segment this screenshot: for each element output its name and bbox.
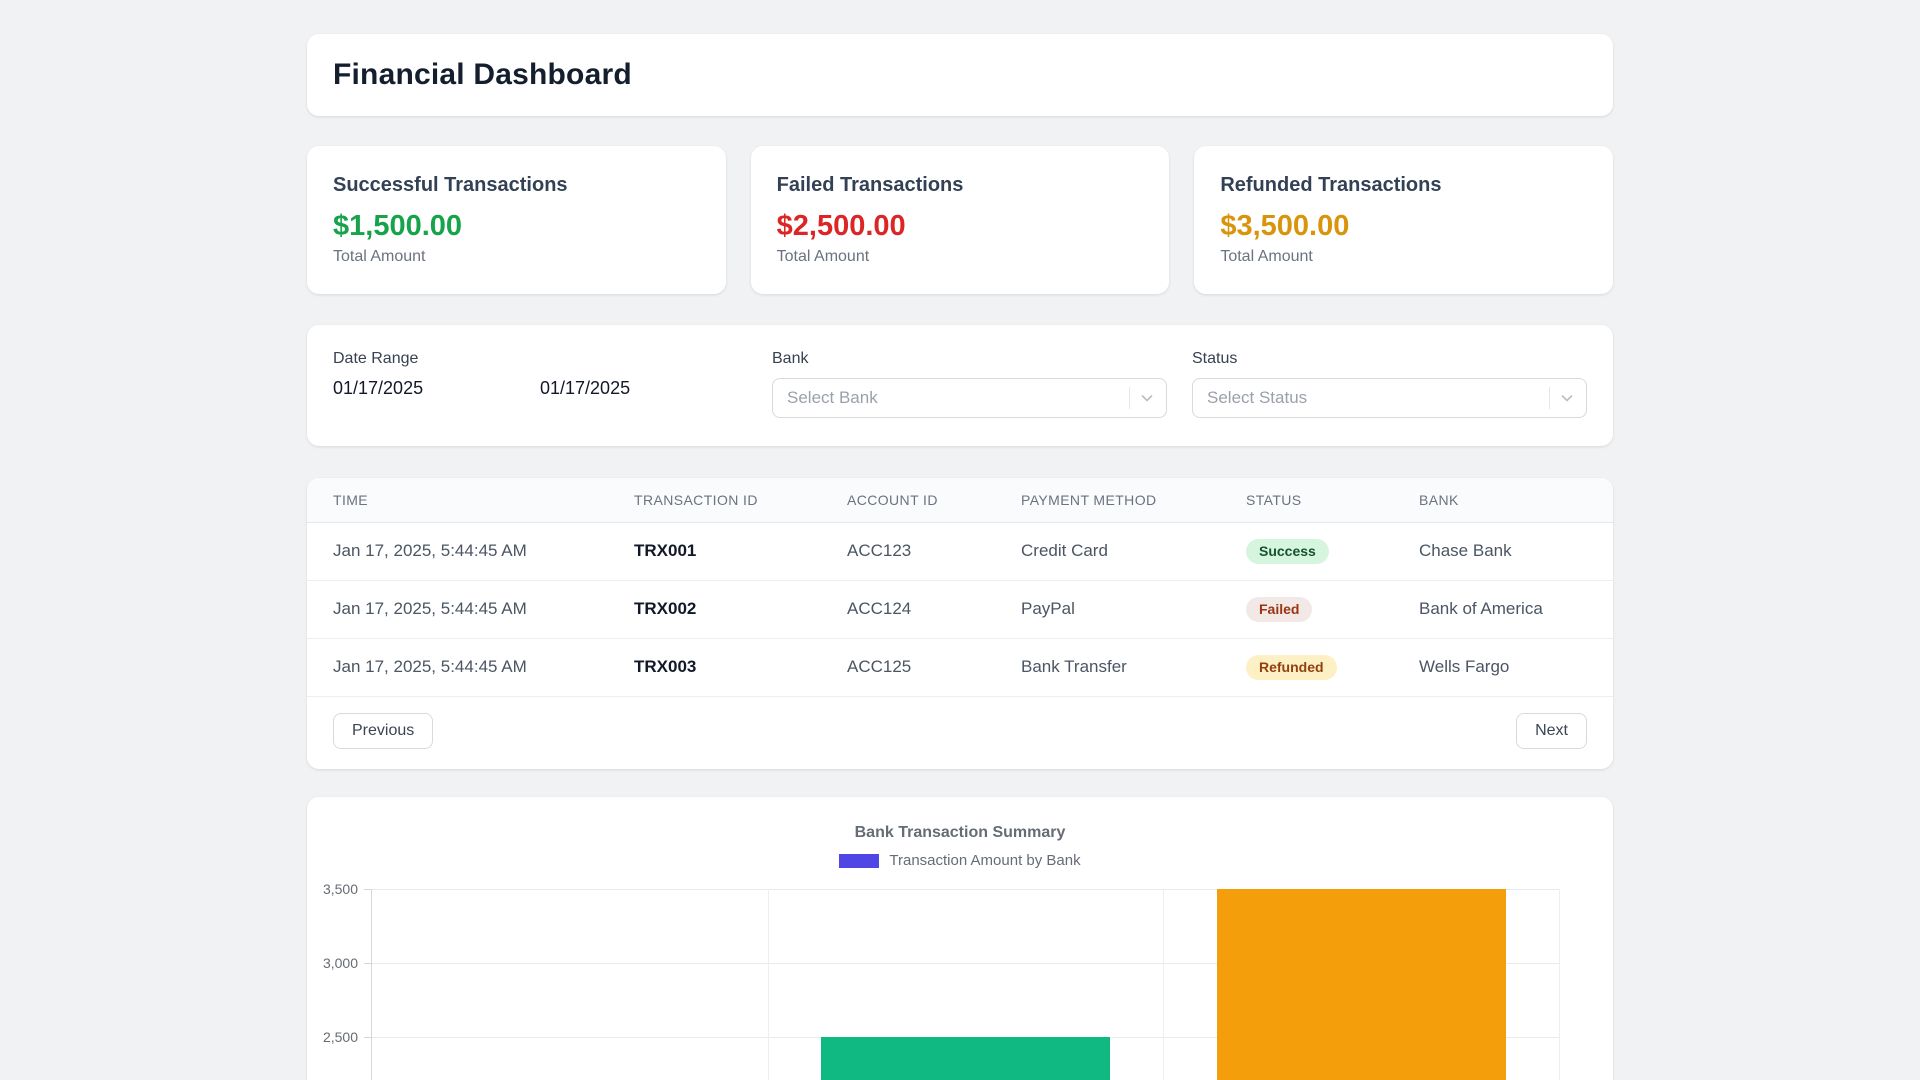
- status-select-placeholder: Select Status: [1207, 388, 1308, 407]
- filter-date-range: Date Range 01/17/2025 01/17/2025: [333, 349, 747, 418]
- y-axis-tick: [364, 888, 371, 890]
- cell-transaction-id: TRX001: [608, 522, 821, 581]
- next-button[interactable]: Next: [1516, 712, 1587, 749]
- previous-button[interactable]: Previous: [333, 712, 434, 749]
- summary-caption: Total Amount: [1220, 248, 1313, 265]
- cell-bank: Bank of America: [1393, 580, 1613, 639]
- column-header-status: STATUS: [1220, 478, 1393, 523]
- summary-caption: Total Amount: [333, 248, 426, 265]
- summary-title: Refunded Transactions: [1220, 174, 1442, 196]
- status-badge: Failed: [1246, 596, 1313, 622]
- summary-card-failed: Failed Transactions $2,500.00 Total Amou…: [750, 146, 1170, 294]
- chevron-down-icon: [1141, 395, 1153, 402]
- bank-select-placeholder: Select Bank: [787, 388, 878, 407]
- date-range-label: Date Range: [333, 350, 419, 367]
- chart-bar-wells-fargo: [1216, 888, 1506, 1080]
- y-gridline: [372, 962, 1559, 964]
- summary-card-successful: Successful Transactions $1,500.00 Total …: [307, 146, 726, 294]
- column-header-time: TIME: [307, 478, 608, 523]
- cell-status: Refunded: [1220, 638, 1393, 697]
- table-header-row: TIME TRANSACTION ID ACCOUNT ID PAYMENT M…: [307, 478, 1613, 523]
- cell-bank: Wells Fargo: [1393, 638, 1613, 697]
- legend-swatch: [839, 853, 880, 868]
- column-header-transaction-id: TRANSACTION ID: [608, 478, 821, 523]
- cell-payment-method: Bank Transfer: [995, 638, 1220, 697]
- transactions-table-card: TIME TRANSACTION ID ACCOUNT ID PAYMENT M…: [307, 478, 1613, 769]
- y-gridline: [372, 888, 1559, 890]
- status-select[interactable]: Select Status: [1192, 378, 1587, 418]
- pagination: Previous Next: [307, 697, 1613, 769]
- header-card: Financial Dashboard: [307, 34, 1613, 116]
- y-axis-tick: [364, 962, 371, 964]
- x-gridline: [1559, 888, 1560, 1080]
- filter-status: Status Select Status: [1192, 349, 1587, 418]
- summary-amount: $3,500.00: [1220, 210, 1350, 242]
- cell-account-id: ACC124: [821, 580, 995, 639]
- chart-card: Bank Transaction Summary Transaction Amo…: [307, 796, 1613, 1080]
- table-row: Jan 17, 2025, 5:44:45 AM TRX002 ACC124 P…: [307, 580, 1613, 639]
- dashboard-page: Financial Dashboard Successful Transacti…: [307, 0, 1613, 1080]
- column-header-payment-method: PAYMENT METHOD: [995, 478, 1220, 523]
- column-header-bank: BANK: [1393, 478, 1613, 523]
- column-header-account-id: ACCOUNT ID: [821, 478, 995, 523]
- summary-title: Failed Transactions: [776, 174, 964, 196]
- y-axis-tick-label: 3,000: [322, 954, 358, 971]
- summary-title: Successful Transactions: [333, 174, 568, 196]
- bank-select[interactable]: Select Bank: [772, 378, 1167, 418]
- table-row: Jan 17, 2025, 5:44:45 AM TRX001 ACC123 C…: [307, 522, 1613, 581]
- chart-legend-item[interactable]: Transaction Amount by Bank: [307, 851, 1613, 871]
- filter-bar: Date Range 01/17/2025 01/17/2025 Bank Se…: [307, 325, 1613, 446]
- x-gridline: [767, 888, 769, 1080]
- summary-cards: Successful Transactions $1,500.00 Total …: [307, 146, 1613, 294]
- cell-bank: Chase Bank: [1393, 522, 1613, 581]
- x-gridline: [1163, 888, 1165, 1080]
- page-title: Financial Dashboard: [333, 58, 632, 91]
- status-badge: Success: [1246, 538, 1329, 564]
- select-divider: [1549, 387, 1550, 409]
- y-axis-tick: [364, 1036, 371, 1038]
- summary-caption: Total Amount: [776, 248, 870, 265]
- bar-chart-plot-area: 3,500 3,000 2,500: [323, 881, 1560, 1080]
- chevron-down-icon: [1561, 395, 1573, 402]
- date-start-input[interactable]: 01/17/2025: [333, 378, 424, 398]
- cell-transaction-id: TRX002: [608, 580, 821, 639]
- cell-account-id: ACC125: [821, 638, 995, 697]
- summary-card-refunded: Refunded Transactions $3,500.00 Total Am…: [1194, 146, 1613, 294]
- summary-amount: $1,500.00: [333, 210, 463, 242]
- select-divider: [1129, 387, 1130, 409]
- cell-transaction-id: TRX003: [608, 638, 821, 697]
- cell-status: Success: [1220, 522, 1393, 581]
- bank-label: Bank: [772, 350, 809, 367]
- y-axis-tick-label: 2,500: [322, 1028, 358, 1045]
- filter-bank: Bank Select Bank: [772, 349, 1167, 418]
- transactions-table: TIME TRANSACTION ID ACCOUNT ID PAYMENT M…: [307, 478, 1613, 697]
- cell-payment-method: PayPal: [995, 580, 1220, 639]
- status-badge: Refunded: [1246, 654, 1337, 680]
- cell-account-id: ACC123: [821, 522, 995, 581]
- legend-label: Transaction Amount by Bank: [889, 852, 1081, 869]
- cell-status: Failed: [1220, 580, 1393, 639]
- y-axis-tick-label: 3,500: [322, 880, 358, 897]
- table-row: Jan 17, 2025, 5:44:45 AM TRX003 ACC125 B…: [307, 638, 1613, 697]
- cell-time: Jan 17, 2025, 5:44:45 AM: [307, 522, 608, 581]
- date-end-input[interactable]: 01/17/2025: [540, 378, 631, 398]
- cell-time: Jan 17, 2025, 5:44:45 AM: [307, 580, 608, 639]
- chart-bar-bank-of-america: [821, 1036, 1110, 1080]
- summary-amount: $2,500.00: [776, 210, 906, 242]
- cell-payment-method: Credit Card: [995, 522, 1220, 581]
- cell-time: Jan 17, 2025, 5:44:45 AM: [307, 638, 608, 697]
- chart-title: Bank Transaction Summary: [854, 823, 1066, 841]
- status-label: Status: [1192, 350, 1238, 367]
